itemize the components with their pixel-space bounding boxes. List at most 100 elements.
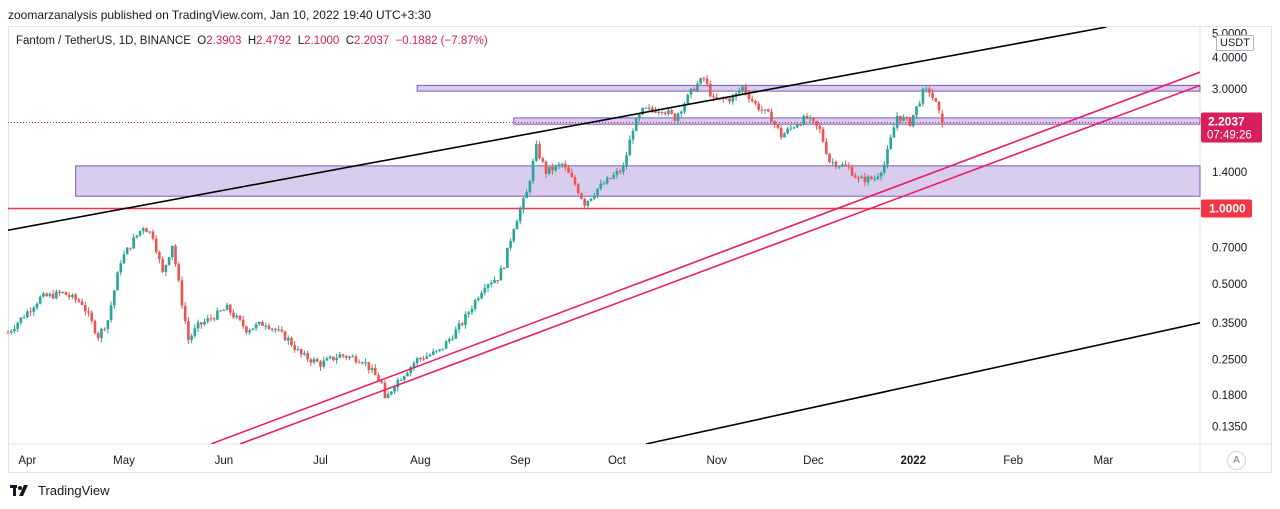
candle-body (770, 111, 773, 122)
candle-body (315, 359, 319, 362)
candle-body (860, 176, 864, 179)
tradingview-logo-icon (10, 484, 32, 497)
change-value: −0.1882 (−7.87%) (395, 35, 488, 47)
candle-body (699, 78, 702, 84)
candle-body (373, 367, 377, 376)
x-axis: Apr May Jun Jul Aug Sep Oct Nov Dec 2022 Feb Mar (18, 455, 1113, 467)
candle-body (593, 195, 596, 199)
chart-frame (8, 26, 1272, 473)
candle-body (622, 166, 625, 172)
zone-rect-1 (513, 117, 1201, 125)
candle-body (663, 112, 667, 115)
candle-body (90, 312, 94, 321)
candle-body (570, 172, 574, 178)
x-tick-label: Aug (410, 455, 430, 467)
candle-body (631, 130, 635, 140)
candle-body (428, 354, 432, 357)
candle-body (270, 328, 274, 330)
x-tick-label: Jun (215, 455, 234, 467)
candle-body (29, 311, 32, 313)
candle-body (113, 290, 116, 306)
candle-body (911, 115, 915, 127)
candle-body (902, 117, 905, 121)
candle-body (370, 367, 374, 371)
candle-body (35, 303, 39, 308)
candle-body (48, 293, 52, 297)
candle-body (238, 315, 242, 320)
candle-body (467, 312, 470, 315)
candle-body (573, 177, 577, 185)
candle-body (738, 90, 741, 94)
candle-body (257, 321, 261, 325)
candle-body (361, 362, 364, 364)
candle-body (100, 328, 103, 339)
candle-body (489, 282, 493, 285)
candle-body (225, 304, 229, 311)
candle-body (116, 272, 119, 291)
candle-body (654, 110, 657, 113)
candle-body (805, 116, 809, 119)
candle-body (831, 161, 835, 163)
candle-body (576, 184, 580, 194)
candle-body (16, 322, 19, 329)
candle-body (879, 172, 883, 177)
candle-body (6, 332, 10, 334)
candle-body (129, 247, 132, 249)
candle-body (499, 268, 503, 281)
candle-body (364, 362, 367, 364)
candle-body (386, 394, 390, 399)
candle-body (509, 240, 512, 248)
candle-body (409, 367, 413, 373)
candle-body (241, 319, 245, 327)
candle-body (283, 331, 287, 341)
candle-body (251, 328, 255, 331)
candle-body (776, 124, 780, 128)
candle-body (406, 372, 409, 377)
candle-body (789, 127, 793, 129)
candle-body (541, 158, 545, 162)
candle-body (87, 311, 90, 313)
candle-body (657, 111, 661, 113)
candle-body (667, 110, 670, 115)
candle-body (680, 111, 683, 114)
close-value: 2.2037 (354, 35, 390, 47)
candle-body (915, 106, 918, 116)
candle-body (71, 294, 74, 298)
candle-body (232, 312, 235, 318)
candle-body (293, 345, 297, 351)
current-price-tag (1201, 112, 1262, 143)
candle-body (802, 116, 806, 125)
candle-body (335, 357, 338, 361)
candle-body (589, 198, 593, 201)
symbol-legend: Fantom / TetherUS, 1D, BINANCE O2.3903 H… (16, 35, 488, 47)
candle-body (245, 326, 248, 333)
candle-body (61, 291, 65, 293)
auto-scale-button[interactable]: A (1227, 451, 1246, 470)
currency-button[interactable]: USDT (1216, 35, 1254, 51)
candle-body (477, 298, 480, 300)
countdown-value: 07:49:26 (1207, 130, 1252, 142)
candle-body (206, 318, 210, 322)
candle-body (64, 291, 68, 296)
candle-body (747, 93, 751, 99)
candle-body (26, 311, 29, 318)
candle-body (882, 164, 886, 173)
candle-body (921, 89, 925, 104)
candle-body (303, 353, 306, 355)
candle-body (228, 304, 232, 313)
candle-body (435, 350, 438, 352)
candle-body (518, 209, 522, 222)
candle-body (522, 198, 525, 210)
candle-body (512, 229, 516, 241)
footer-brand: TradingView (10, 483, 110, 498)
candle-body (741, 86, 744, 91)
candle-body (470, 308, 474, 313)
candle-body (109, 305, 113, 321)
candle-body (644, 107, 648, 109)
open-value: 2.3903 (206, 35, 242, 47)
candle-body (390, 391, 393, 395)
candle-body (609, 177, 612, 179)
candle-body (557, 164, 561, 166)
candle-body (715, 97, 719, 99)
